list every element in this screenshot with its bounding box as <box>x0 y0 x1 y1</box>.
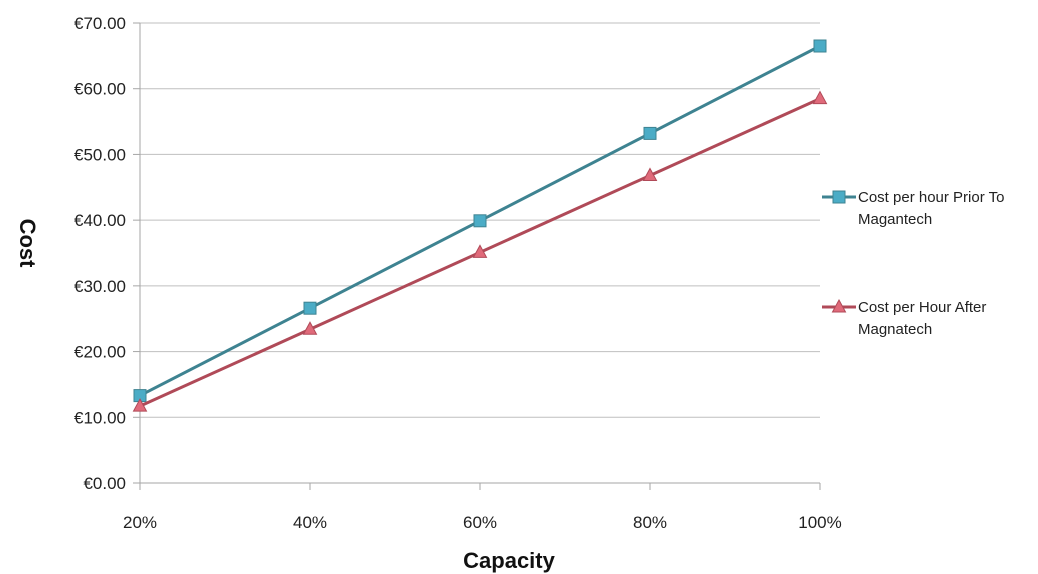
x-tick-labels: 20% 40% 60% 80% 100% <box>123 513 842 532</box>
y-axis-title: Cost <box>15 219 40 269</box>
x-tick-label: 20% <box>123 513 157 532</box>
data-point <box>132 398 148 412</box>
data-point <box>302 321 318 335</box>
data-point <box>812 90 828 105</box>
legend-label: Magantech <box>858 211 932 228</box>
series-2 <box>132 90 828 412</box>
legend-marker <box>832 190 846 204</box>
data-point <box>643 126 657 140</box>
x-axis-title: Capacity <box>463 548 555 573</box>
data-point <box>303 301 317 315</box>
legend-label: Cost per hour Prior To <box>858 189 1004 206</box>
y-tick-label: €0.00 <box>83 474 126 493</box>
x-tick-label: 40% <box>293 513 327 532</box>
data-point <box>642 167 658 181</box>
y-tick-label: €20.00 <box>74 343 126 362</box>
y-tick-label: €70.00 <box>74 14 126 33</box>
x-tick-label: 80% <box>633 513 667 532</box>
x-tick-label: 100% <box>798 513 841 532</box>
legend-label: Cost per Hour After <box>858 299 986 316</box>
legend-item-1: Cost per hour Prior To Magantech <box>822 189 1004 228</box>
data-point <box>813 39 827 53</box>
series-layer <box>132 39 828 412</box>
y-tick-label: €60.00 <box>74 80 126 99</box>
series-1 <box>133 39 827 403</box>
y-tick-label: €10.00 <box>74 408 126 427</box>
x-tick-label: 60% <box>463 513 497 532</box>
legend-marker <box>831 298 847 313</box>
data-point <box>472 244 488 258</box>
data-point <box>473 214 487 228</box>
legend-label: Magnatech <box>858 321 932 338</box>
legend-item-2: Cost per Hour After Magnatech <box>822 298 986 338</box>
y-tick-label: €30.00 <box>74 277 126 296</box>
y-tick-label: €40.00 <box>74 211 126 230</box>
y-tick-label: €50.00 <box>74 145 126 164</box>
y-tick-labels: €0.00 €10.00 €20.00 €30.00 €40.00 €50.00 €60.0… <box>74 14 126 493</box>
